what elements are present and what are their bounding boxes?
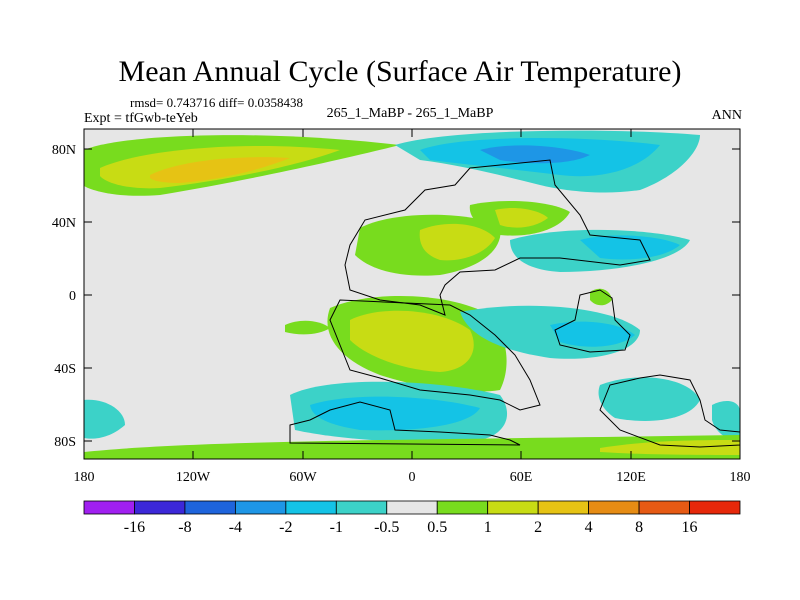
legend-label: -16 (124, 519, 145, 536)
legend-label: 2 (534, 519, 542, 536)
legend-swatch (285, 500, 337, 515)
lon-tick-label: 60W (289, 470, 317, 485)
lat-tick-label: 0 (69, 289, 76, 304)
legend-label: -4 (229, 519, 242, 536)
continent-outline-north (344, 159, 651, 316)
legend-swatch (689, 500, 741, 515)
cool-region-south-east-polar (598, 377, 700, 421)
lat-tick-label: 80N (52, 143, 76, 158)
season-label: ANN (711, 108, 742, 123)
lat-tick-label: 40S (54, 362, 76, 377)
warm-region-small-west (285, 320, 330, 335)
legend-label: 1 (484, 519, 492, 536)
lon-tick-label: 120E (616, 470, 646, 485)
legend-label: 8 (635, 519, 643, 536)
legend-swatch (436, 500, 489, 515)
legend-swatch (234, 500, 287, 515)
warm-spot-east (590, 288, 612, 306)
warm-region-southern-continent-core (350, 310, 474, 372)
legend-label: -2 (279, 519, 292, 536)
lon-tick-label: 60E (510, 470, 533, 485)
continent-outline-east-polar (599, 374, 740, 448)
cool-region-south-east-core (550, 321, 635, 347)
lon-tick-label: 0 (409, 470, 416, 485)
lat-tick-label: 80S (54, 435, 76, 450)
continent-outline-south-polar (289, 401, 521, 446)
legend-label: -0.5 (374, 519, 399, 536)
continent-outline-southeast (554, 289, 631, 353)
warm-region-south-band-core (600, 440, 740, 455)
legend-swatch (134, 500, 186, 515)
center-label-wrap: 265_1_MaBP - 265_1_MaBP (0, 106, 800, 122)
cool-region-east-mid-core (580, 235, 680, 260)
lon-axis: 180 120W 60W 0 60E 120E 180 (74, 129, 751, 485)
legend-swatch (638, 500, 690, 515)
legend-label: 16 (682, 519, 698, 536)
warm-region-south-band (84, 435, 740, 459)
legend-swatch (487, 500, 539, 515)
cool-region-north-east-peak (480, 145, 590, 164)
warm-region-north-pacific-peak (150, 157, 290, 183)
legend-swatch (588, 500, 640, 515)
case-comparison-label: 265_1_MaBP - 265_1_MaBP (326, 106, 494, 121)
color-legend: -16 -8 -4 -2 -1 -0.5 0.5 1 2 4 8 16 (83, 500, 741, 536)
experiment-label: Expt = tfGwb-teYeb (84, 111, 198, 126)
anomaly-field (84, 130, 740, 459)
legend-label: 4 (585, 519, 593, 536)
legend-label: -1 (330, 519, 343, 536)
cool-region-south-polar-core (310, 396, 480, 431)
warm-region-northern-continent-core (419, 223, 495, 261)
cool-region-south-west-edge (84, 399, 125, 439)
legend-swatch (83, 500, 135, 515)
lon-tick-label: 180 (74, 470, 95, 485)
legend-swatch (335, 500, 388, 515)
legend-swatch (184, 500, 236, 515)
continent-outline-south (329, 299, 541, 411)
cool-region-south-east-edge (712, 400, 740, 441)
lat-axis: 80N 40N 0 40S 80S (52, 143, 740, 450)
legend-label: -8 (178, 519, 191, 536)
warm-region-east-north-core (495, 207, 548, 228)
lon-tick-label: 180 (730, 470, 751, 485)
chart-title: Mean Annual Cycle (Surface Air Temperatu… (118, 55, 682, 88)
lat-tick-label: 40N (52, 216, 76, 231)
legend-label: 0.5 (427, 519, 447, 536)
rmsd-diff-label: rmsd= 0.743716 diff= 0.0358438 (130, 95, 303, 110)
lon-tick-label: 120W (176, 470, 211, 485)
legend-swatch (537, 500, 590, 515)
legend-swatch (386, 500, 438, 515)
